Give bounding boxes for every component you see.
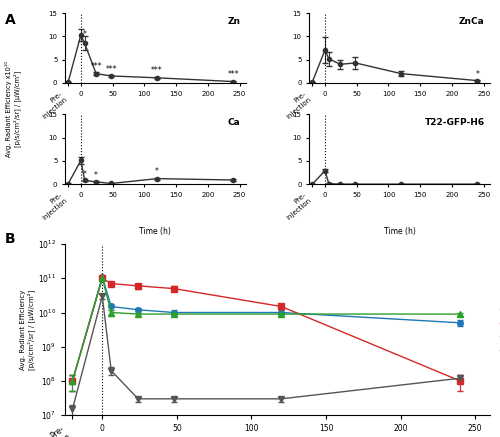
Text: Ca: Ca [228,118,240,127]
X-axis label: Time (h): Time (h) [140,125,172,135]
Text: *: * [82,30,86,39]
Text: ZnCa: ZnCa [459,17,484,26]
Text: ***: *** [90,62,102,71]
Text: *: * [476,70,479,79]
Text: *: * [155,167,159,176]
Text: *: * [94,171,98,180]
Text: A: A [5,13,16,27]
Text: ***: *** [228,70,239,79]
Y-axis label: Avg. Radiant Efficiency
[p/s/cm²/sr] / [μW/cm²]: Avg. Radiant Efficiency [p/s/cm²/sr] / [… [20,289,35,370]
Text: T22-GFP-H6: T22-GFP-H6 [424,118,484,127]
Legend: Zn, ZnCa, Ca, T22-GFP-H6: Zn, ZnCa, Ca, T22-GFP-H6 [498,303,500,356]
Text: ***: *** [106,65,117,73]
Text: Avg. Radiant Efficiency x10¹⁰
[p/s/cm²/sr] / [μW/cm²]: Avg. Radiant Efficiency x10¹⁰ [p/s/cm²/s… [5,61,21,157]
Text: *: * [82,170,86,179]
Text: ***: *** [151,66,163,76]
X-axis label: Time (h): Time (h) [384,125,416,135]
X-axis label: Time (h): Time (h) [140,227,172,236]
Text: B: B [5,232,15,246]
X-axis label: Time (h): Time (h) [384,227,416,236]
Text: Zn: Zn [228,17,240,26]
